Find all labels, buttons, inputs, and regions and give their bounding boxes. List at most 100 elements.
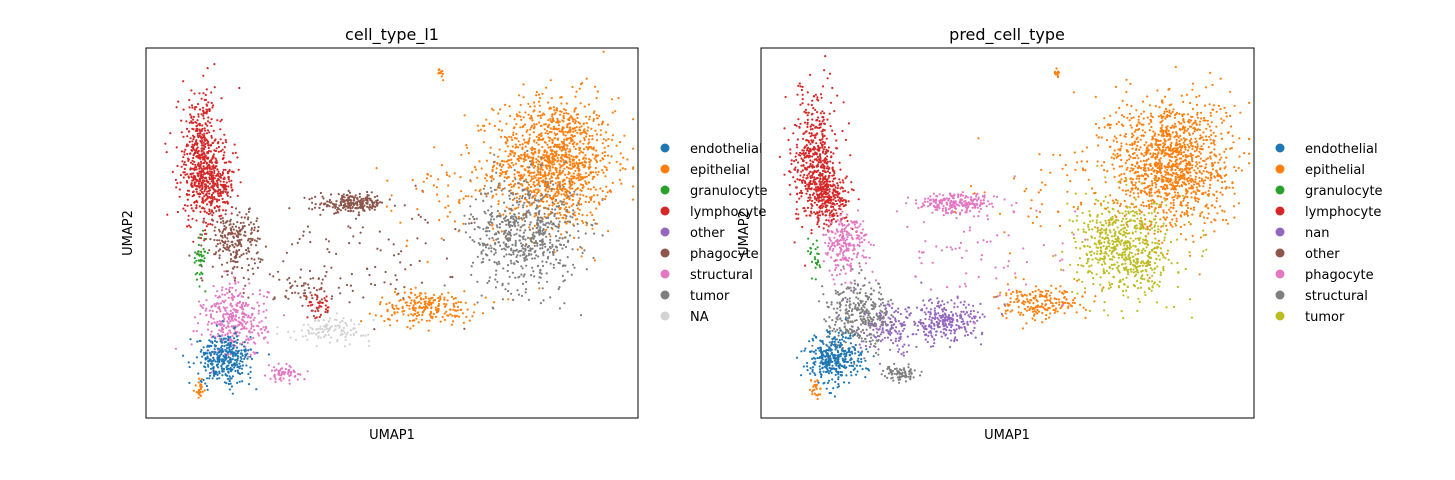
- data-point-tumor: [535, 204, 539, 207]
- data-point-epithelial: [1147, 144, 1150, 147]
- data-point-tumor: [513, 223, 516, 226]
- data-point-epithelial: [570, 204, 573, 207]
- data-point-tumor: [473, 228, 476, 231]
- data-point-phagocyte: [362, 209, 365, 212]
- data-point-phagocyte: [225, 226, 228, 229]
- data-point-lymphocyte: [182, 108, 185, 111]
- data-point-mixed: [347, 225, 350, 228]
- data-point-lymphocyte: [213, 207, 216, 210]
- data-point-endothelial: [232, 344, 235, 347]
- data-point-epithelial: [514, 146, 517, 149]
- data-point-epithelial: [607, 230, 610, 233]
- data-point-epithelial: [608, 161, 611, 164]
- data-point-lymphocyte: [187, 158, 190, 161]
- data-point-tumor: [527, 298, 531, 301]
- data-point-tumor: [497, 237, 500, 240]
- data-point-epithelial: [1150, 205, 1153, 208]
- data-point-epithelial: [507, 155, 510, 158]
- data-point-epithelial: [568, 153, 571, 156]
- data-point-epithelial: [512, 163, 515, 167]
- data-point-endothelial: [249, 370, 252, 373]
- data-point-lymphocyte: [186, 173, 189, 176]
- data-point-tumor: [473, 221, 476, 224]
- data-point-mixed: [352, 235, 355, 238]
- data-point-tumor: [579, 245, 582, 249]
- data-point-phagocyte: [215, 245, 218, 248]
- data-point-structural: [223, 317, 226, 321]
- data-point-epithelial: [485, 118, 488, 121]
- data-point-endothelial: [221, 344, 224, 347]
- data-point-mixed: [308, 231, 311, 234]
- data-point-lymphocyte: [227, 176, 230, 179]
- data-point-epithelial: [584, 154, 587, 157]
- data-point-tumor: [552, 263, 555, 266]
- data-point-epithelial: [596, 194, 599, 197]
- data-point-epithelial: [508, 105, 511, 108]
- data-point-tumor: [547, 226, 550, 229]
- data-point-epithelial: [552, 194, 556, 197]
- data-point-phagocyte: [238, 230, 241, 233]
- data-point-epithelial: [568, 206, 571, 209]
- data-point-epithelial: [413, 300, 416, 303]
- data-point-mixed: [368, 273, 371, 277]
- data-point-epithelial: [509, 183, 512, 186]
- data-point-phagocyte: [253, 226, 256, 229]
- data-point-epithelial: [522, 160, 526, 163]
- data-point-endothelial: [250, 357, 254, 360]
- data-point-tumor: [539, 243, 542, 246]
- data-point-lymphocyte: [193, 177, 196, 180]
- data-point-phagocyte: [358, 192, 361, 195]
- data-point-epithelial: [497, 155, 500, 158]
- data-point-lymphocyte: [319, 313, 322, 316]
- data-point-NA: [324, 334, 327, 337]
- data-point-mixed: [397, 252, 400, 256]
- data-point-epithelial: [559, 187, 562, 190]
- data-point-phagocyte: [303, 282, 306, 285]
- data-point-phagocyte: [216, 242, 219, 246]
- data-point-phagocyte: [339, 292, 342, 295]
- data-point-lymphocyte: [187, 189, 191, 192]
- data-point-lymphocyte: [193, 181, 196, 184]
- data-point-tumor: [504, 243, 507, 246]
- data-point-epithelial: [510, 158, 513, 161]
- data-point-epithelial: [548, 172, 551, 175]
- data-point-tumor: [514, 192, 518, 196]
- data-point-epithelial: [556, 156, 559, 159]
- legend-label: epithelial: [690, 163, 750, 178]
- data-point-phagocyte: [236, 266, 239, 269]
- data-point-tumor: [504, 248, 507, 251]
- umap-panel-cell-type-l1: cell_type_l1 UMAP1 UMAP2 endothelialepit…: [121, 25, 768, 443]
- data-point-epithelial: [517, 159, 521, 162]
- data-point-tumor: [549, 212, 552, 215]
- data-point-structural: [241, 319, 245, 322]
- data-point-epithelial: [553, 137, 556, 140]
- data-point-epithelial: [383, 319, 386, 323]
- data-point-lymphocyte: [202, 155, 205, 158]
- data-point-epithelial: [420, 318, 423, 321]
- data-point-lymphocyte: [165, 151, 168, 154]
- data-point-epithelial: [585, 157, 588, 160]
- data-point-epithelial: [583, 136, 586, 140]
- data-point-lymphocyte: [195, 207, 198, 210]
- data-point-epithelial: [570, 140, 573, 143]
- data-point-epithelial: [532, 183, 535, 186]
- data-point-structural: [228, 286, 232, 289]
- data-point-epithelial: [557, 159, 560, 162]
- data-point-epithelial: [409, 291, 412, 294]
- data-point-tumor: [469, 236, 472, 239]
- data-point-epithelial: [551, 155, 554, 158]
- data-point-epithelial: [1196, 167, 1199, 170]
- data-point-tumor: [551, 211, 554, 214]
- data-point-structural: [232, 276, 235, 279]
- data-point-mixed: [411, 217, 414, 220]
- data-point-structural: [225, 288, 228, 291]
- data-point-tumor: [492, 218, 496, 221]
- data-point-structural: [202, 303, 205, 306]
- data-point-endothelial: [221, 374, 224, 377]
- data-point-endothelial: [199, 361, 202, 364]
- data-point-mixed: [462, 197, 465, 200]
- data-point-phagocyte: [348, 301, 351, 304]
- data-point-epithelial: [489, 175, 492, 178]
- data-point-structural: [229, 338, 232, 341]
- data-point-epithelial: [589, 159, 593, 162]
